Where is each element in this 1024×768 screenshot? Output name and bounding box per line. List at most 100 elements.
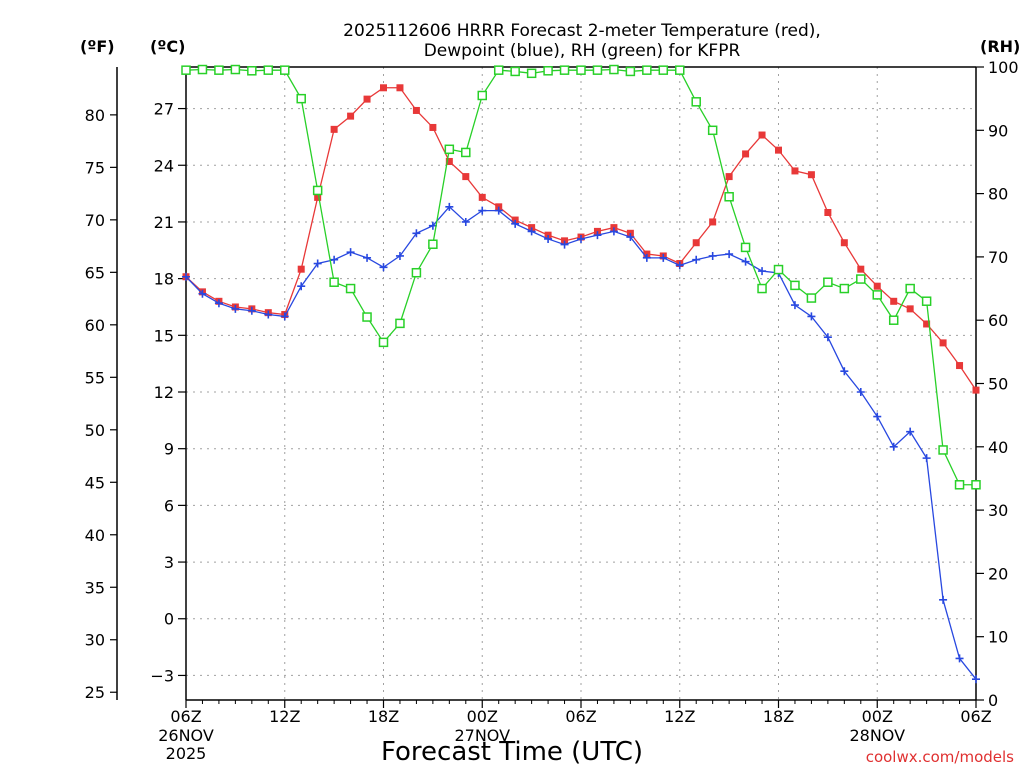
temperature-point [923, 320, 931, 328]
rh-point [543, 66, 553, 76]
dewpoint-point [906, 427, 915, 436]
rh-tick-label: 100 [988, 58, 1019, 77]
fahrenheit-tick-label: 45 [85, 473, 105, 492]
dewpoint-point [313, 259, 322, 268]
rh-point [230, 64, 241, 75]
dewpoint-point [675, 261, 684, 270]
date-label: 2025 [166, 744, 207, 763]
rh-tick-label: 20 [988, 564, 1008, 583]
rh-point [971, 480, 981, 490]
rh-point [329, 277, 339, 287]
dewpoint-point [758, 267, 767, 276]
dewpoint-point [790, 301, 799, 310]
dewpoint-point [922, 454, 931, 463]
rh-point [411, 267, 422, 278]
rh-tick-label: 60 [988, 311, 1008, 330]
rh-point [510, 66, 520, 77]
dewpoint-point [231, 304, 240, 313]
rh-point [675, 65, 685, 75]
fahrenheit-tick-label: 40 [85, 526, 105, 545]
fahrenheit-tick-label: 50 [85, 421, 105, 440]
rh-point [592, 65, 603, 75]
rh-point [806, 293, 817, 303]
fahrenheit-unit-label: (ºF) [80, 37, 115, 56]
dewpoint-point [379, 263, 388, 272]
dewpoint-point [280, 312, 289, 321]
celsius-tick-label: 6 [164, 496, 174, 515]
temperature-point [692, 239, 700, 247]
dewpoint-point [346, 248, 355, 257]
temperature-point [824, 208, 832, 216]
gridlines [186, 67, 976, 700]
rh-point [921, 296, 932, 306]
rh-tick-label: 0 [988, 691, 998, 710]
rh-point [724, 192, 734, 202]
x-tick-label: 06Z [960, 707, 991, 726]
rh-point [658, 65, 669, 75]
celsius-tick-label: 21 [154, 213, 174, 232]
rh-point [954, 480, 965, 490]
rh-point [888, 315, 899, 325]
dewpoint-point [297, 282, 306, 291]
temperature-point [380, 84, 387, 92]
x-tick-label: 18Z [763, 707, 794, 726]
rh-point [181, 65, 191, 75]
dewpoint-point [461, 217, 470, 226]
dewpoint-point [478, 206, 487, 215]
temperature-point [330, 125, 338, 133]
rh-tick-label: 30 [988, 501, 1008, 520]
rh-point [247, 66, 257, 76]
rh-point [559, 65, 570, 75]
dewpoint-point [330, 255, 339, 264]
temperature-point [445, 157, 453, 165]
rh-point [428, 239, 438, 249]
temperature-point [972, 386, 980, 394]
dewpoint-point [823, 333, 832, 342]
dewpoint-point [560, 240, 569, 249]
dewpoint-point [198, 289, 207, 298]
x-axis-label: Forecast Time (UTC) [381, 737, 643, 767]
celsius-tick-label: 27 [154, 100, 174, 119]
temperature-point [906, 305, 914, 313]
rh-point [345, 283, 356, 294]
x-tick-label: 12Z [269, 707, 300, 726]
dewpoint-point [889, 442, 898, 451]
rh-point [378, 337, 389, 348]
temperature-point [758, 131, 766, 139]
celsius-tick-label: 18 [154, 270, 174, 289]
temperature-point [857, 265, 865, 273]
rh-point [740, 242, 751, 253]
dewpoint-point [445, 202, 454, 211]
rh-point [856, 274, 866, 284]
rh-tick-label: 40 [988, 438, 1008, 457]
celsius-tick-label: 24 [154, 156, 174, 175]
dewpoint-point [708, 251, 717, 260]
dewpoint-point [577, 234, 585, 243]
rh-point [296, 93, 306, 104]
fahrenheit-tick-label: 65 [85, 263, 105, 282]
temperature-point [890, 297, 898, 305]
temperature-point [347, 112, 355, 120]
temperature-point [709, 218, 717, 226]
rh-point [642, 65, 652, 75]
rh-point [839, 283, 850, 294]
temperature-point [725, 173, 733, 181]
celsius-tick-label: 3 [164, 553, 174, 572]
rh-point [691, 97, 701, 107]
fahrenheit-tick-label: 60 [85, 316, 105, 335]
rh-point [609, 64, 619, 75]
rh-point [280, 65, 290, 75]
dewpoint-point [807, 312, 816, 321]
rh-point [197, 64, 208, 75]
dewpoint-point [873, 412, 882, 421]
dewpoint-point [363, 253, 372, 262]
temperature-point [478, 193, 486, 201]
dewpoint-point [626, 233, 635, 242]
rh-point [707, 125, 718, 136]
celsius-unit-label: (ºC) [150, 37, 185, 56]
rh-tick-label: 50 [988, 375, 1008, 394]
rh-point [312, 185, 323, 196]
temperature-point [873, 282, 881, 290]
axes: −3 0 3 6 9 12 15 18 21 24 27 25 30 35 40 45 50 55 60 65 70 75… [85, 58, 1019, 763]
date-label: 28NOV [849, 726, 905, 745]
